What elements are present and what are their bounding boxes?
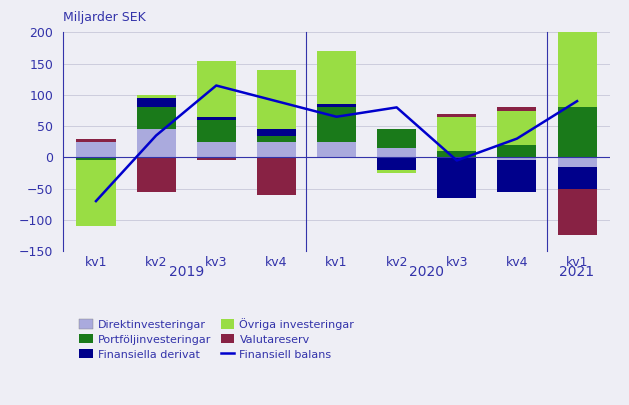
Bar bbox=[437, 114, 476, 117]
Bar bbox=[197, 142, 236, 158]
Bar bbox=[437, 151, 476, 158]
Bar bbox=[498, 111, 537, 145]
Bar bbox=[557, 107, 596, 158]
Bar bbox=[498, 158, 537, 160]
Bar bbox=[136, 158, 175, 192]
Bar bbox=[197, 117, 236, 120]
Bar bbox=[257, 70, 296, 129]
Bar bbox=[377, 148, 416, 158]
Text: 2020: 2020 bbox=[409, 265, 444, 279]
Bar bbox=[498, 145, 537, 158]
Bar bbox=[498, 160, 537, 192]
Bar bbox=[197, 120, 236, 142]
Bar bbox=[136, 95, 175, 98]
Bar bbox=[377, 158, 416, 170]
Bar bbox=[197, 158, 236, 160]
Legend: Direktinvesteringar, Portföljinvesteringar, Finansiella derivat, Övriga invester: Direktinvesteringar, Portföljinvestering… bbox=[79, 318, 354, 360]
Bar bbox=[257, 136, 296, 142]
Bar bbox=[77, 139, 116, 142]
Bar bbox=[557, 167, 596, 189]
Bar bbox=[317, 107, 356, 142]
Bar bbox=[317, 51, 356, 104]
Text: 2021: 2021 bbox=[559, 265, 594, 279]
Bar bbox=[557, 23, 596, 107]
Bar bbox=[77, 160, 116, 226]
Bar bbox=[136, 98, 175, 107]
Bar bbox=[257, 158, 296, 195]
Bar bbox=[377, 129, 416, 148]
Bar bbox=[437, 117, 476, 151]
Bar bbox=[317, 142, 356, 158]
Bar bbox=[136, 107, 175, 129]
Bar bbox=[77, 142, 116, 158]
Bar bbox=[377, 170, 416, 173]
Bar bbox=[257, 142, 296, 158]
Bar bbox=[197, 60, 236, 117]
Bar bbox=[77, 158, 116, 160]
Bar bbox=[557, 189, 596, 235]
Text: Miljarder SEK: Miljarder SEK bbox=[63, 11, 146, 23]
Bar bbox=[498, 107, 537, 111]
Bar bbox=[557, 158, 596, 167]
Bar bbox=[437, 158, 476, 198]
Bar bbox=[257, 129, 296, 136]
Bar bbox=[317, 104, 356, 107]
Bar bbox=[136, 129, 175, 158]
Text: 2019: 2019 bbox=[169, 265, 204, 279]
